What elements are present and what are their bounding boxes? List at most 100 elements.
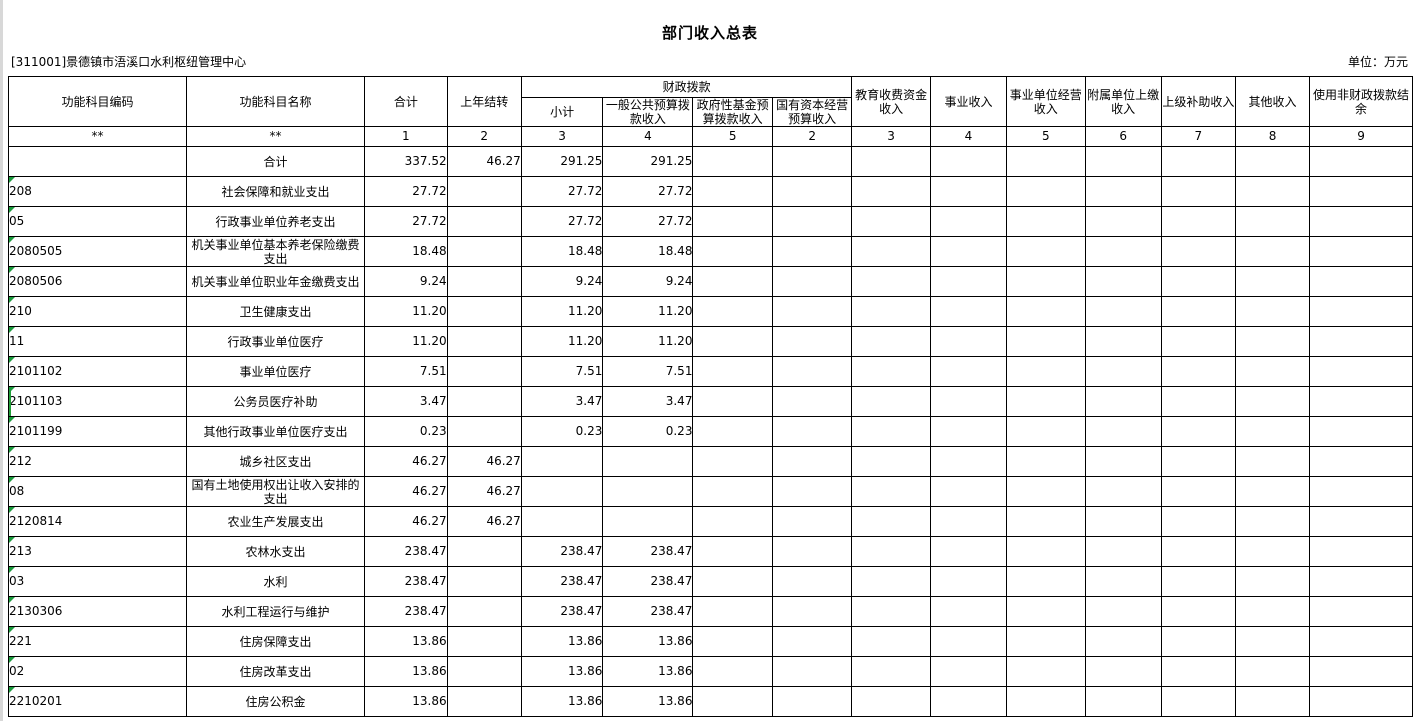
cell-total[interactable]: 46.27 [364, 506, 448, 537]
cell-operating[interactable] [929, 626, 1008, 657]
table-row[interactable]: 208 社会保障和就业支出 27.72 27.72 27.72 [8, 176, 1413, 207]
cell-affiliate-remit[interactable] [1084, 386, 1162, 417]
cell-carryover[interactable]: 46.27 [446, 146, 522, 177]
cell-carryover[interactable]: 46.27 [446, 446, 522, 477]
cell-other-income[interactable] [1234, 506, 1311, 537]
cell-code[interactable]: 03 [8, 566, 187, 597]
cell-superior-subsidy[interactable] [1160, 686, 1236, 717]
cell-superior-subsidy[interactable] [1160, 416, 1236, 447]
cell-biz-unit-op[interactable] [1006, 206, 1086, 237]
cell-total[interactable]: 46.27 [364, 476, 448, 507]
cell-affiliate-remit[interactable] [1084, 416, 1162, 447]
cell-other-income[interactable] [1234, 476, 1311, 507]
cell-other-income[interactable] [1234, 626, 1311, 657]
cell-edu-fee[interactable] [851, 146, 931, 177]
cell-name[interactable]: 住房公积金 [186, 686, 365, 717]
cell-code[interactable]: 208 [8, 176, 187, 207]
cell-gov-fund[interactable] [692, 686, 773, 717]
cell-affiliate-remit[interactable] [1084, 296, 1162, 327]
cell-carryover[interactable] [446, 416, 522, 447]
cell-code[interactable] [8, 146, 187, 177]
cell-code[interactable]: 213 [8, 536, 187, 567]
cell-general-public[interactable]: 238.47 [602, 566, 694, 597]
cell-operating[interactable] [929, 686, 1008, 717]
cell-operating[interactable] [929, 266, 1008, 297]
cell-operating[interactable] [929, 446, 1008, 477]
cell-operating[interactable] [929, 656, 1008, 687]
cell-operating[interactable] [929, 356, 1008, 387]
cell-biz-unit-op[interactable] [1006, 386, 1086, 417]
cell-gov-fund[interactable] [692, 566, 773, 597]
cell-general-public[interactable]: 238.47 [602, 536, 694, 567]
cell-general-public[interactable] [602, 446, 694, 477]
cell-state-capital[interactable] [771, 416, 853, 447]
cell-name[interactable]: 卫生健康支出 [186, 296, 365, 327]
cell-state-capital[interactable] [771, 446, 853, 477]
cell-biz-unit-op[interactable] [1006, 446, 1086, 477]
cell-code[interactable]: 02 [8, 656, 187, 687]
cell-nonfiscal-balance[interactable] [1309, 536, 1413, 567]
cell-carryover[interactable] [446, 626, 522, 657]
cell-edu-fee[interactable] [851, 506, 931, 537]
cell-operating[interactable] [929, 416, 1008, 447]
cell-biz-unit-op[interactable] [1006, 326, 1086, 357]
cell-nonfiscal-balance[interactable] [1309, 356, 1413, 387]
cell-code[interactable]: 2120814 [8, 506, 187, 537]
cell-state-capital[interactable] [771, 326, 853, 357]
cell-state-capital[interactable] [771, 536, 853, 567]
table-row[interactable]: 02 住房改革支出 13.86 13.86 13.86 [8, 656, 1413, 687]
cell-gov-fund[interactable] [692, 176, 773, 207]
cell-superior-subsidy[interactable] [1160, 656, 1236, 687]
cell-biz-unit-op[interactable] [1006, 356, 1086, 387]
cell-affiliate-remit[interactable] [1084, 536, 1162, 567]
cell-carryover[interactable] [446, 236, 522, 267]
cell-general-public[interactable]: 27.72 [602, 206, 694, 237]
cell-gov-fund[interactable] [692, 446, 773, 477]
cell-subtotal[interactable]: 238.47 [520, 566, 604, 597]
cell-affiliate-remit[interactable] [1084, 356, 1162, 387]
table-row[interactable]: 11 行政事业单位医疗 11.20 11.20 11.20 [8, 326, 1413, 357]
cell-affiliate-remit[interactable] [1084, 476, 1162, 507]
cell-subtotal[interactable]: 13.86 [520, 656, 604, 687]
cell-carryover[interactable] [446, 206, 522, 237]
cell-code[interactable]: 2101102 [8, 356, 187, 387]
cell-nonfiscal-balance[interactable] [1309, 176, 1413, 207]
cell-code[interactable]: 210 [8, 296, 187, 327]
cell-gov-fund[interactable] [692, 536, 773, 567]
cell-total[interactable]: 3.47 [364, 386, 448, 417]
cell-carryover[interactable] [446, 176, 522, 207]
cell-state-capital[interactable] [771, 506, 853, 537]
cell-other-income[interactable] [1234, 416, 1311, 447]
cell-total[interactable]: 238.47 [364, 536, 448, 567]
cell-other-income[interactable] [1234, 566, 1311, 597]
cell-biz-unit-op[interactable] [1006, 596, 1086, 627]
table-row[interactable]: 2130306 水利工程运行与维护 238.47 238.47 238.47 [8, 596, 1413, 627]
cell-gov-fund[interactable] [692, 206, 773, 237]
cell-carryover[interactable] [446, 656, 522, 687]
cell-nonfiscal-balance[interactable] [1309, 626, 1413, 657]
cell-total[interactable]: 46.27 [364, 446, 448, 477]
cell-subtotal[interactable] [520, 476, 604, 507]
cell-superior-subsidy[interactable] [1160, 236, 1236, 267]
cell-gov-fund[interactable] [692, 656, 773, 687]
cell-affiliate-remit[interactable] [1084, 506, 1162, 537]
cell-edu-fee[interactable] [851, 206, 931, 237]
cell-gov-fund[interactable] [692, 326, 773, 357]
cell-gov-fund[interactable] [692, 596, 773, 627]
cell-carryover[interactable] [446, 266, 522, 297]
cell-superior-subsidy[interactable] [1160, 386, 1236, 417]
cell-code[interactable]: 08 [8, 476, 187, 507]
cell-subtotal[interactable]: 291.25 [520, 146, 604, 177]
cell-total[interactable]: 9.24 [364, 266, 448, 297]
cell-other-income[interactable] [1234, 536, 1311, 567]
cell-code[interactable]: 221 [8, 626, 187, 657]
cell-subtotal[interactable]: 27.72 [520, 176, 604, 207]
cell-total[interactable]: 238.47 [364, 566, 448, 597]
cell-biz-unit-op[interactable] [1006, 176, 1086, 207]
cell-code[interactable]: 2080506 [8, 266, 187, 297]
cell-name[interactable]: 机关事业单位职业年金缴费支出 [186, 266, 365, 297]
cell-edu-fee[interactable] [851, 296, 931, 327]
cell-affiliate-remit[interactable] [1084, 566, 1162, 597]
cell-biz-unit-op[interactable] [1006, 476, 1086, 507]
cell-affiliate-remit[interactable] [1084, 206, 1162, 237]
